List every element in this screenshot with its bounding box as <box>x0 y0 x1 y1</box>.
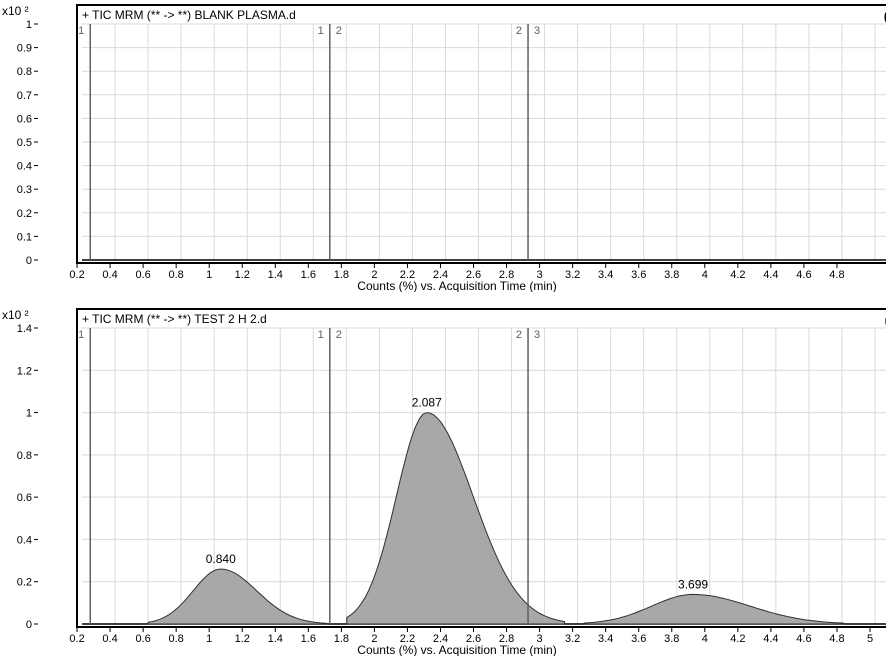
x-tick-label: 4.4 <box>763 633 778 645</box>
y-tick-label: 0.7 <box>17 90 32 102</box>
x-tick-label: 0.8 <box>169 633 184 645</box>
segment-number: 2 <box>336 25 342 37</box>
chromatogram-plot: 0.8402.0873.699112233 <box>78 310 886 626</box>
x-tick-label: 3.6 <box>631 269 646 281</box>
x-tick-label: 3.4 <box>598 633 613 645</box>
segment-number: 1 <box>78 329 84 341</box>
x-tick-label: 4.8 <box>829 633 844 645</box>
x-tick-label: 4.6 <box>796 633 811 645</box>
x-tick-label: 4.6 <box>796 269 811 281</box>
x-tick-label: 1.8 <box>334 633 349 645</box>
x-axis-title: Counts (%) vs. Acquisition Time (min) <box>357 279 556 292</box>
x-tick-label: 1.8 <box>334 269 349 281</box>
x-axis-area: 0.20.40.60.811.21.41.61.822.22.42.62.833… <box>38 628 876 656</box>
chromatogram-peak <box>148 569 326 624</box>
y-tick-label: 1.2 <box>17 365 32 377</box>
y-tick-label: 1 <box>26 19 32 31</box>
y-tick-label: 0 <box>26 619 32 628</box>
x-tick-label: 1.4 <box>268 269 283 281</box>
x-tick-label: 1 <box>206 633 212 645</box>
segment-number: 1 <box>318 25 324 37</box>
peak-label: 2.087 <box>412 396 442 410</box>
x-tick-label: 1.2 <box>235 633 250 645</box>
y-tick-label: 0.4 <box>17 161 32 173</box>
x-tick-label: 4.2 <box>730 269 745 281</box>
y-tick-label: 0.1 <box>17 231 32 243</box>
y-tick-label: 0.2 <box>17 208 32 220</box>
panel-title: + TIC MRM (** -> **) BLANK PLASMA.d <box>82 8 296 22</box>
x-tick-label: 4.4 <box>763 269 778 281</box>
segment-number: 3 <box>534 329 540 341</box>
x-tick-label: 3.8 <box>664 269 679 281</box>
x-tick-label: 3.6 <box>631 633 646 645</box>
x-axis-title: Counts (%) vs. Acquisition Time (min) <box>357 643 556 656</box>
y-tick-label: 0.6 <box>17 492 32 504</box>
x-tick-label: 0.2 <box>69 633 84 645</box>
x-tick-label: 1 <box>206 269 212 281</box>
chromatogram-plot: 112233 <box>78 6 886 262</box>
y-tick-label: 0.9 <box>17 43 32 55</box>
y-tick-label: 0.2 <box>17 577 32 589</box>
y-tick-label: 0.3 <box>17 184 32 196</box>
peak-label: 3.699 <box>678 577 708 591</box>
x-tick-label: 0.8 <box>169 269 184 281</box>
segment-number: 1 <box>78 25 84 37</box>
segment-number: 3 <box>534 25 540 37</box>
y-tick-label: 0.6 <box>17 113 32 125</box>
x-tick-label: 0.4 <box>102 269 117 281</box>
x-tick-label: 0.6 <box>135 633 150 645</box>
segment-number: 2 <box>336 329 342 341</box>
chromatogram-panel-B: + TIC MRM (** -> **) TEST 2 H 2.d(B)0.84… <box>76 308 886 628</box>
chromatogram-panel-A: + TIC MRM (** -> **) BLANK PLASMA.d(A)11… <box>76 4 886 264</box>
x-tick-label: 1.6 <box>301 633 316 645</box>
y-tick-label: 1.4 <box>17 323 32 335</box>
x-tick-label: 4 <box>702 633 708 645</box>
x-tick-label: 1.6 <box>301 269 316 281</box>
x-tick-label: 1.2 <box>235 269 250 281</box>
x-tick-label: 5 <box>867 633 873 645</box>
x-tick-label: 4.2 <box>730 633 745 645</box>
x-tick-label: 3.8 <box>664 633 679 645</box>
x-tick-label: 4 <box>702 269 708 281</box>
chromatogram-peak <box>584 594 843 624</box>
y-tick-label: 0.8 <box>17 450 32 462</box>
segment-number: 2 <box>516 329 522 341</box>
y-tick-label: 0.5 <box>17 137 32 149</box>
panel-title: + TIC MRM (** -> **) TEST 2 H 2.d <box>82 312 267 326</box>
x-tick-label: 3.2 <box>565 269 580 281</box>
y-tick-label: 0.8 <box>17 66 32 78</box>
x-tick-label: 4.8 <box>829 269 844 281</box>
y-axis-area: 0 0.2 0.4 0.6 0.8 1 1.2 1.4 <box>0 308 38 628</box>
y-tick-label: 0 <box>26 255 32 264</box>
x-tick-label: 3.4 <box>598 269 613 281</box>
x-tick-label: 3.2 <box>565 633 580 645</box>
y-tick-label: 0.4 <box>17 534 32 546</box>
x-axis-area: 0.20.40.60.811.21.41.61.822.22.42.62.833… <box>38 264 876 292</box>
segment-number: 1 <box>318 329 324 341</box>
segment-number: 2 <box>516 25 522 37</box>
x-tick-label: 1.4 <box>268 633 283 645</box>
peak-label: 0.840 <box>206 552 236 566</box>
y-axis-area: 0 0.1 0.2 0.3 0.4 0.5 0.6 0.7 0.8 0.9 1 <box>0 4 38 264</box>
x-tick-label: 0.4 <box>102 633 117 645</box>
x-tick-label: 0.2 <box>69 269 84 281</box>
y-tick-label: 1 <box>26 408 32 420</box>
x-tick-label: 0.6 <box>135 269 150 281</box>
